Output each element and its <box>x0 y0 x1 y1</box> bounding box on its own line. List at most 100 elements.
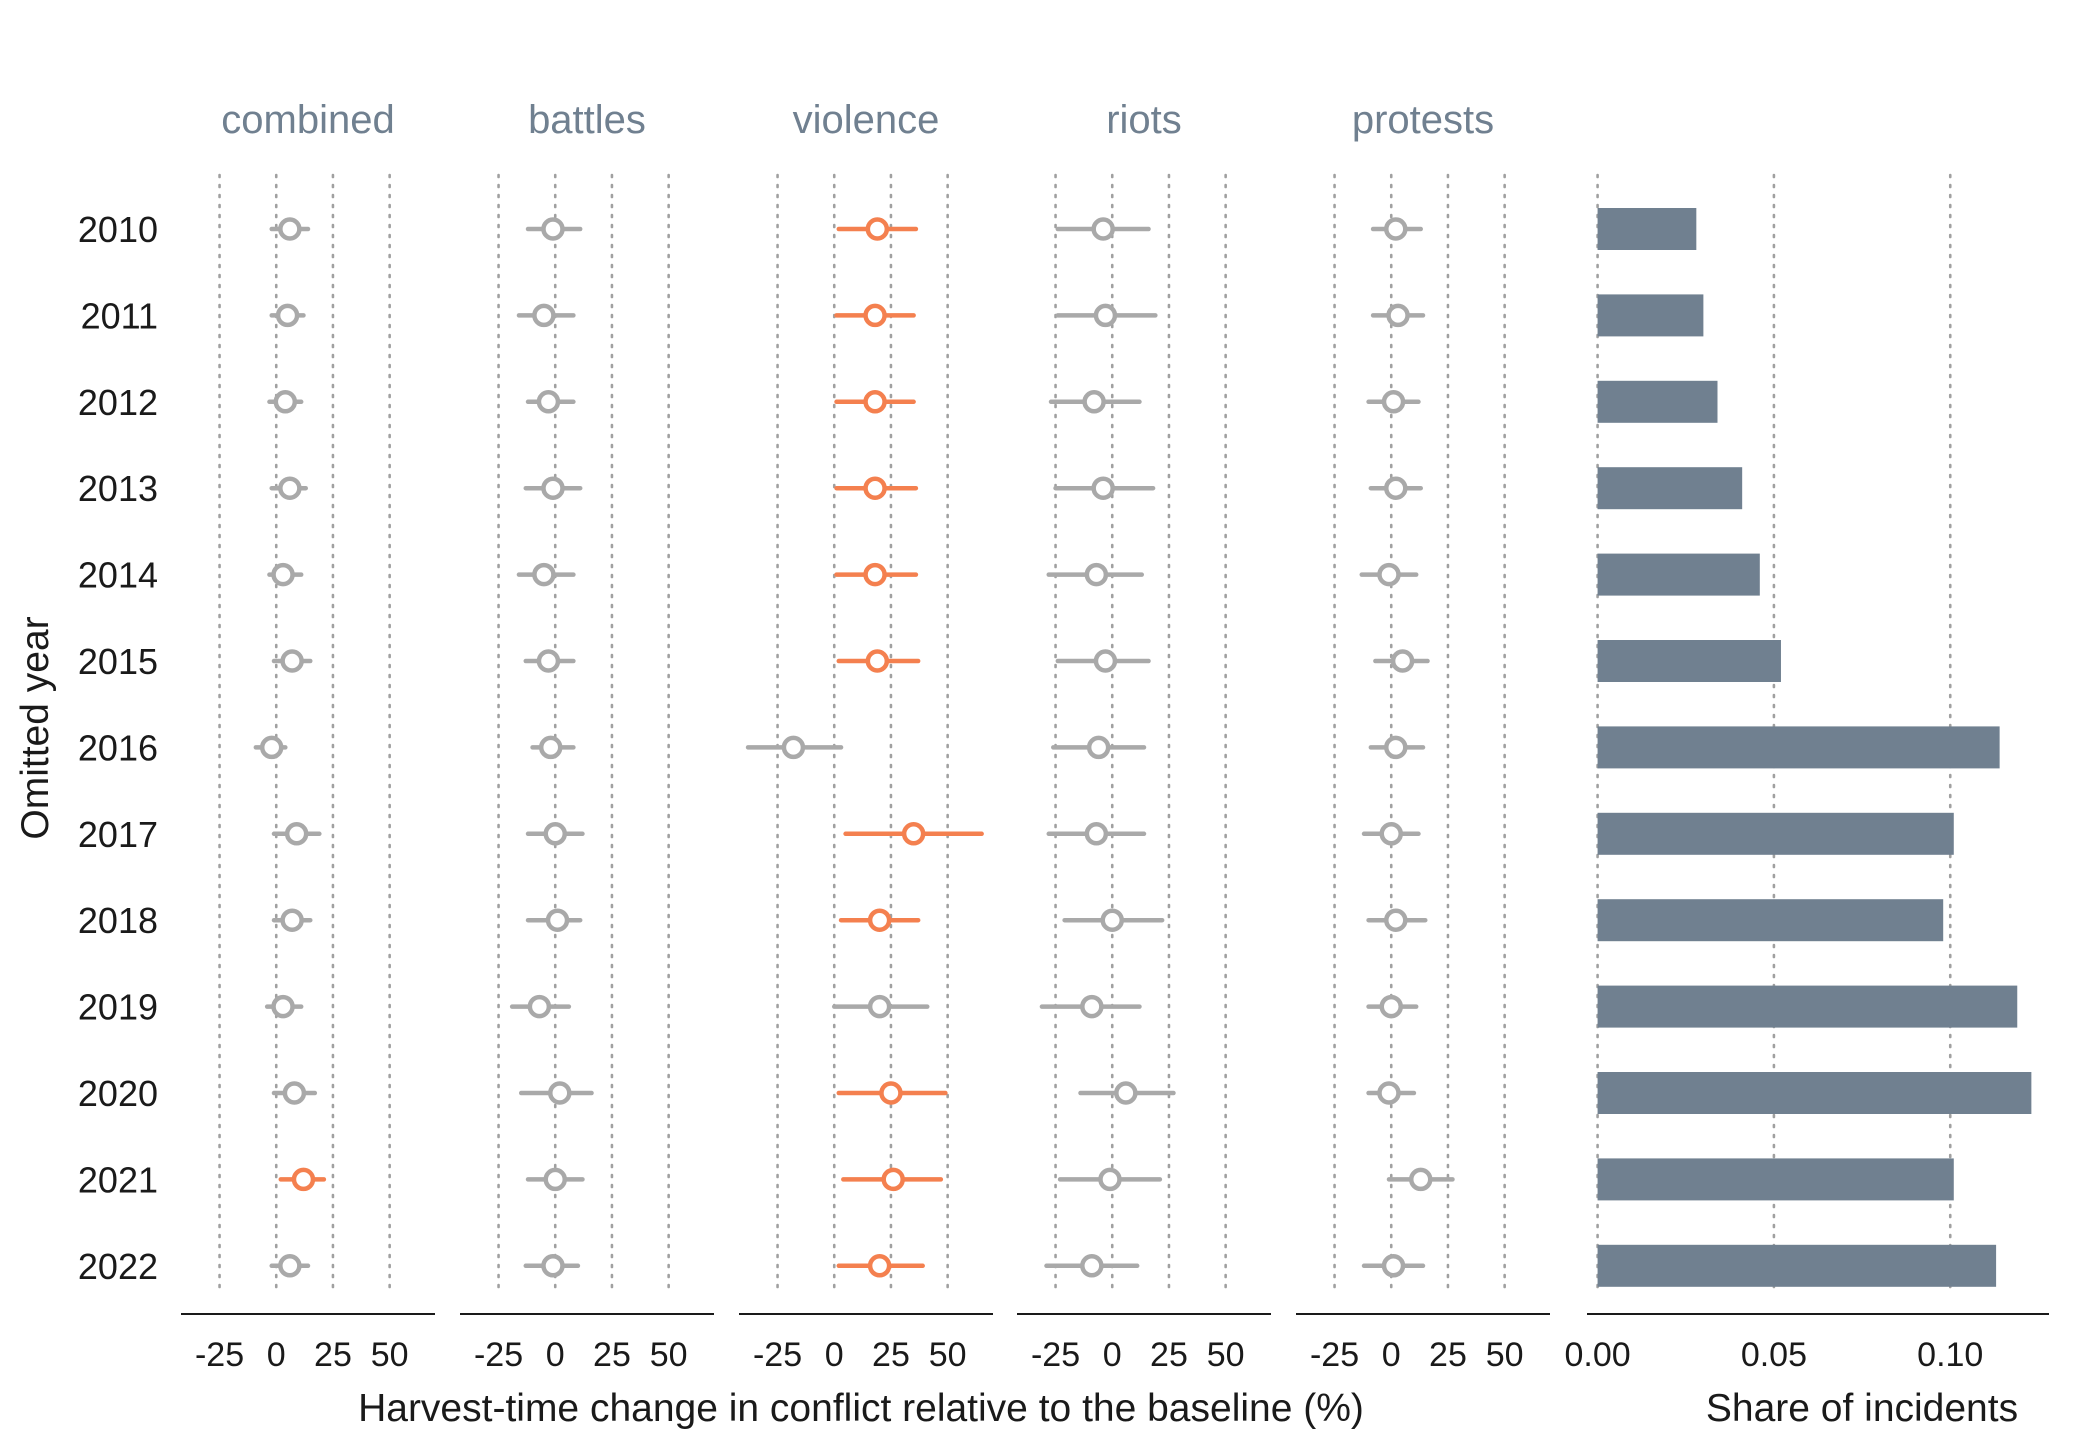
estimate-point <box>541 476 565 500</box>
estimate-point <box>543 1167 567 1192</box>
estimate-point <box>1080 1254 1104 1278</box>
estimate-point <box>863 390 887 414</box>
x-tick-label: 25 <box>1150 1336 1188 1374</box>
estimate-point <box>1091 217 1115 241</box>
share-bar <box>1597 985 2018 1028</box>
estimate-point <box>284 822 309 846</box>
estimate-point <box>1093 303 1118 328</box>
estimate-point <box>1100 908 1124 932</box>
estimate-point <box>1408 1167 1433 1192</box>
estimate-point <box>867 908 892 932</box>
estimate-point <box>271 562 295 587</box>
estimate-point <box>1381 390 1406 414</box>
estimate-point <box>271 994 295 1019</box>
estimate-point <box>781 735 806 760</box>
estimate-point <box>278 1254 302 1278</box>
estimate-point <box>1384 908 1408 932</box>
y-axis-title: Omitted year <box>14 616 57 839</box>
x-tick-label: -25 <box>753 1336 802 1374</box>
estimate-point <box>278 476 302 500</box>
estimate-point <box>881 1167 905 1192</box>
estimate-point <box>538 735 563 760</box>
estimate-point <box>1377 562 1401 587</box>
chart-marks <box>181 208 2049 1315</box>
estimate-point <box>541 1254 565 1278</box>
panel-title: battles <box>528 98 646 142</box>
x-tick-label: 0.05 <box>1741 1336 1807 1374</box>
x-tick-label: -25 <box>1310 1336 1359 1374</box>
estimate-point <box>527 994 552 1019</box>
panel-title: violence <box>793 98 940 142</box>
x-tick-label: -25 <box>1031 1336 1080 1374</box>
chart-labels: 2010 2011 2012 2013 2014 2015 2016 2017 2018 2019… <box>78 98 1983 1374</box>
estimate-point <box>1384 735 1408 760</box>
estimate-point <box>863 476 887 500</box>
estimate-point <box>865 217 890 241</box>
estimate-point <box>901 822 926 846</box>
estimate-point <box>879 1081 903 1105</box>
year-label: 2022 <box>78 1246 158 1287</box>
x-tick-label: 50 <box>650 1336 688 1374</box>
share-bar <box>1597 899 1944 942</box>
x-tick-label: 25 <box>1429 1336 1467 1374</box>
panel-title: riots <box>1106 98 1182 142</box>
estimate-point <box>867 994 892 1019</box>
share-bar <box>1597 1158 1954 1201</box>
x-tick-label: 50 <box>1486 1336 1524 1374</box>
share-bar <box>1597 640 1781 682</box>
estimate-point <box>1381 1254 1406 1278</box>
share-bar <box>1597 726 2000 769</box>
year-label: 2019 <box>78 987 158 1028</box>
estimate-point <box>1384 217 1408 241</box>
share-bar <box>1597 208 1697 250</box>
estimate-point <box>545 908 570 932</box>
x-tick-label: 50 <box>371 1336 409 1374</box>
estimate-point <box>541 217 565 241</box>
x-tick-label: 0 <box>546 1336 565 1374</box>
year-label: 2020 <box>78 1073 158 1114</box>
share-bar <box>1597 467 1743 510</box>
year-label: 2011 <box>81 295 158 336</box>
estimate-point <box>1384 476 1408 500</box>
estimate-point <box>1386 303 1410 328</box>
estimate-point <box>863 303 887 328</box>
estimate-point <box>1084 562 1109 587</box>
estimate-point <box>1084 822 1109 846</box>
share-bar <box>1597 553 1760 596</box>
estimate-point <box>1098 1167 1122 1192</box>
x-tick-label: 0 <box>825 1336 844 1374</box>
share-bar <box>1597 1072 2032 1114</box>
x-tick-label: 50 <box>929 1336 967 1374</box>
estimate-point <box>1379 994 1403 1019</box>
estimate-point <box>1377 1081 1401 1105</box>
estimate-point <box>1114 1081 1138 1105</box>
estimate-point <box>543 822 567 846</box>
estimate-point <box>1082 390 1106 414</box>
estimate-point <box>536 390 561 414</box>
estimate-point <box>1080 994 1104 1019</box>
share-bar <box>1597 294 1704 337</box>
estimate-point <box>1091 476 1115 500</box>
estimate-point <box>275 303 300 328</box>
panel-title: combined <box>221 98 394 142</box>
year-label: 2010 <box>78 209 158 250</box>
share-bar <box>1597 812 1954 855</box>
share-bar <box>1597 1244 1997 1287</box>
x-tick-label: 25 <box>314 1336 352 1374</box>
estimate-point <box>536 649 561 673</box>
x-tick-label: 25 <box>593 1336 631 1374</box>
panel-title: protests <box>1352 98 1494 142</box>
year-label: 2021 <box>78 1159 158 1200</box>
year-label: 2018 <box>78 900 158 941</box>
estimate-point <box>259 735 284 760</box>
x-tick-label: 0 <box>1103 1336 1122 1374</box>
estimate-point <box>1093 649 1118 673</box>
x-tick-label: 25 <box>872 1336 910 1374</box>
x-tick-label: 0.10 <box>1917 1336 1983 1374</box>
estimate-point <box>867 1254 892 1278</box>
year-label: 2015 <box>78 641 158 682</box>
estimate-point <box>291 1167 316 1192</box>
estimate-point <box>278 217 302 241</box>
estimate-point <box>273 390 298 414</box>
